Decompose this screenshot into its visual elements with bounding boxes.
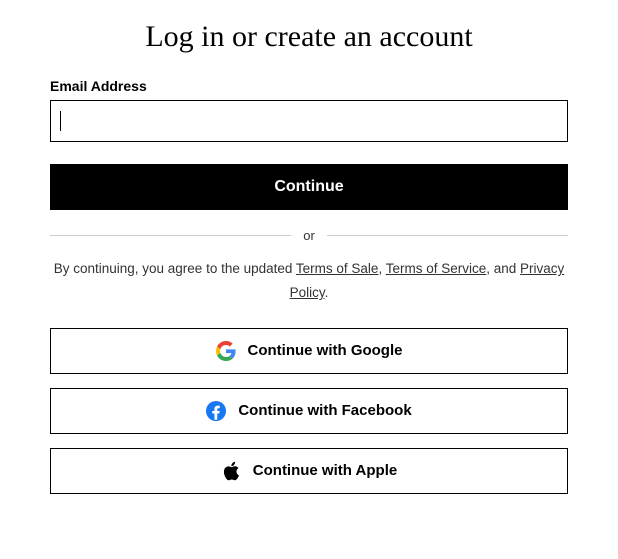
text-cursor: [60, 111, 61, 131]
google-signin-button[interactable]: Continue with Google: [50, 328, 568, 374]
google-signin-label: Continue with Google: [248, 342, 403, 359]
email-field[interactable]: [50, 100, 568, 142]
terms-prefix: By continuing, you agree to the updated: [54, 261, 296, 276]
terms-of-sale-link[interactable]: Terms of Sale: [296, 261, 379, 276]
terms-text: By continuing, you agree to the updated …: [50, 257, 568, 306]
terms-sep2: , and: [486, 261, 520, 276]
facebook-signin-label: Continue with Facebook: [238, 402, 411, 419]
terms-sep1: ,: [378, 261, 385, 276]
continue-button[interactable]: Continue: [50, 164, 568, 210]
terms-suffix: .: [325, 285, 329, 300]
divider-line-right: [327, 235, 568, 236]
divider-row: or: [50, 228, 568, 243]
apple-signin-label: Continue with Apple: [253, 462, 397, 479]
email-label: Email Address: [50, 78, 568, 94]
google-icon: [216, 341, 236, 361]
page-title: Log in or create an account: [50, 20, 568, 54]
apple-signin-button[interactable]: Continue with Apple: [50, 448, 568, 494]
divider-text: or: [291, 228, 327, 243]
facebook-icon: [206, 401, 226, 421]
facebook-signin-button[interactable]: Continue with Facebook: [50, 388, 568, 434]
apple-icon: [221, 461, 241, 481]
terms-of-service-link[interactable]: Terms of Service: [386, 261, 487, 276]
divider-line-left: [50, 235, 291, 236]
